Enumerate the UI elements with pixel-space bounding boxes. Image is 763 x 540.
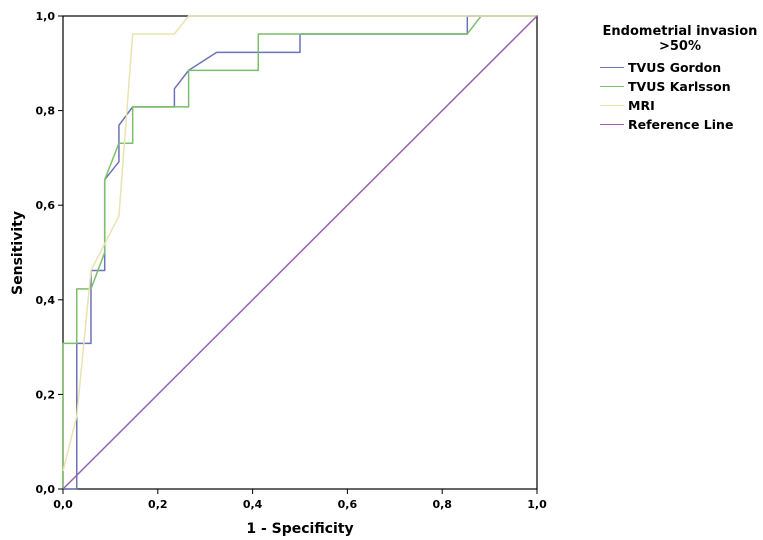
y-tick-label: 0,2 [36, 388, 56, 401]
x-tick-label: 0,6 [338, 498, 358, 511]
legend-swatch [600, 105, 624, 106]
y-tick-label: 0,0 [36, 483, 56, 496]
axis-ticks: 0,0 0,2 0,4 0,6 0,8 1,0 0,0 0,2 0,4 0,6 0,8 1,0 [36, 10, 548, 511]
series-line-tvus-karlsson [62, 15, 537, 489]
legend-items: TVUS Gordon TVUS Karlsson MRI Reference Lin… [600, 58, 760, 134]
x-tick-label: 0,4 [243, 498, 263, 511]
legend-swatch [600, 124, 624, 125]
y-tick-label: 0,8 [36, 105, 56, 118]
legend-label: TVUS Gordon [628, 60, 722, 75]
y-tick-label: 1,0 [36, 10, 56, 23]
y-tick-label: 0,6 [36, 199, 56, 212]
y-axis-title: Sensitivity [10, 211, 26, 295]
legend-item-tvus-karlsson: TVUS Karlsson [600, 77, 760, 96]
legend-swatch [600, 86, 624, 87]
x-tick-label: 1,0 [527, 498, 547, 511]
x-axis-title: 1 - Specificity [246, 521, 353, 537]
legend-item-mri: MRI [600, 96, 760, 115]
series-lines [62, 15, 538, 490]
legend-title: Endometrial invasion >50% [600, 24, 760, 54]
legend-label: Reference Line [628, 117, 734, 132]
series-line-reference-line [62, 15, 538, 490]
x-tick-label: 0,0 [53, 498, 73, 511]
legend-title-line-1: Endometrial invasion [602, 24, 758, 39]
legend-label: TVUS Karlsson [628, 79, 731, 94]
legend-item-reference-line: Reference Line [600, 115, 760, 134]
legend-swatch [600, 67, 624, 68]
series-line-mri [62, 15, 537, 472]
legend-label: MRI [628, 98, 655, 113]
y-tick-label: 0,4 [36, 294, 56, 307]
legend: Endometrial invasion >50% TVUS Gordon TVU… [600, 24, 760, 134]
x-tick-label: 0,2 [148, 498, 168, 511]
legend-item-tvus-gordon: TVUS Gordon [600, 58, 760, 77]
legend-title-line-2: >50% [658, 39, 701, 54]
x-tick-label: 0,8 [432, 498, 452, 511]
